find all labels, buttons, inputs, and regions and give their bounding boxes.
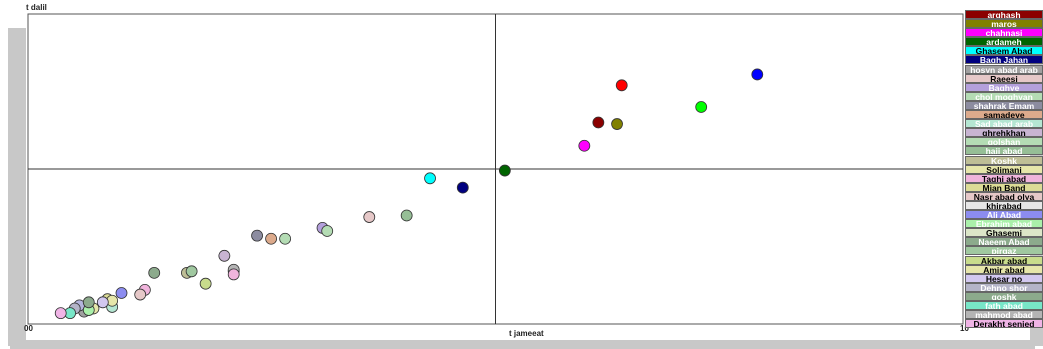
legend-item: Ghasem Abad	[965, 46, 1043, 56]
points-group	[54, 68, 764, 320]
y-axis-label: t dalil	[26, 3, 47, 12]
legend-item: Koshk	[965, 155, 1043, 165]
data-point-0	[592, 116, 605, 129]
data-point-36	[751, 68, 764, 81]
legend-item: hosyn abad arab	[965, 64, 1043, 74]
legend-item: Amir abad	[965, 264, 1043, 274]
legend-item: Ali Abad	[965, 210, 1043, 220]
x-tick-label-max: 10	[960, 324, 969, 333]
data-point-2	[578, 139, 591, 152]
legend-item: Sad abad arab	[965, 119, 1043, 129]
legend-item: samadeye	[965, 110, 1043, 120]
legend-item: Dehno shor	[965, 282, 1043, 292]
data-point-15	[400, 209, 413, 222]
legend-item: arghash	[965, 10, 1043, 19]
legend-item: chol moghyan	[965, 91, 1043, 101]
data-point-31	[82, 296, 95, 309]
data-point-27	[199, 277, 212, 290]
data-point-29	[96, 296, 109, 309]
legend-item: Taghi abad	[965, 173, 1043, 183]
legend-item: Raeesi	[965, 73, 1043, 83]
legend-item: Akbar abad	[965, 255, 1043, 265]
legend-item: fath abad	[965, 301, 1043, 310]
data-point-5	[456, 181, 469, 194]
legend-item: shahrak Emam	[965, 100, 1043, 110]
legend-item: ghrehkhan	[965, 128, 1043, 138]
legend-item: Derakht senjed	[965, 319, 1043, 329]
data-point-7	[363, 211, 376, 223]
data-point-10	[251, 229, 263, 242]
x-tick-label-min: 00	[24, 324, 33, 333]
data-point-13	[218, 249, 231, 262]
frame-shadow-bottom	[10, 340, 1035, 349]
legend-item: Baghye	[965, 82, 1043, 92]
x-axis-label: t jameeat	[509, 329, 544, 338]
legend-item: khirabad	[965, 200, 1043, 210]
data-point-34	[54, 307, 67, 320]
legend-item: ardameh	[965, 37, 1043, 47]
data-point-20	[134, 288, 147, 301]
frame-shadow-left	[8, 28, 26, 346]
data-point-26	[185, 265, 198, 278]
legend-item: Bagh Jahan	[965, 55, 1043, 65]
data-point-14	[321, 225, 334, 237]
data-point-3	[498, 164, 511, 177]
legend-item: golshan	[965, 137, 1043, 147]
legend-item: mahmod abad	[965, 310, 1043, 320]
legend-item: goshk	[965, 291, 1043, 301]
legend-item: Mian Band	[965, 182, 1043, 192]
data-point-11	[265, 232, 278, 245]
legend-item: Hesar no	[965, 273, 1043, 283]
legend-item: Ghasemi	[965, 228, 1043, 238]
data-point-22	[115, 287, 128, 299]
data-point-38	[227, 268, 240, 281]
data-point-9	[279, 232, 292, 245]
legend-item: haji abad	[965, 146, 1043, 156]
legend-item: pirgaz	[965, 246, 1043, 256]
legend-item: Nasr abad olya	[965, 191, 1043, 201]
legend-item: Naeem Abad	[965, 237, 1043, 247]
legend-item: chahnasi	[965, 28, 1043, 38]
legend: arghash maros chahnasi ardameh Ghasem Abad Ba…	[965, 10, 1043, 329]
data-point-35	[695, 101, 708, 113]
legend-item: Solimani	[965, 164, 1043, 174]
legend-item: maros	[965, 19, 1043, 29]
data-point-25	[148, 266, 161, 279]
legend-item: Ebrahim abad	[965, 219, 1043, 229]
data-point-1	[611, 118, 623, 130]
data-point-4	[424, 172, 436, 185]
data-point-37	[615, 79, 628, 92]
